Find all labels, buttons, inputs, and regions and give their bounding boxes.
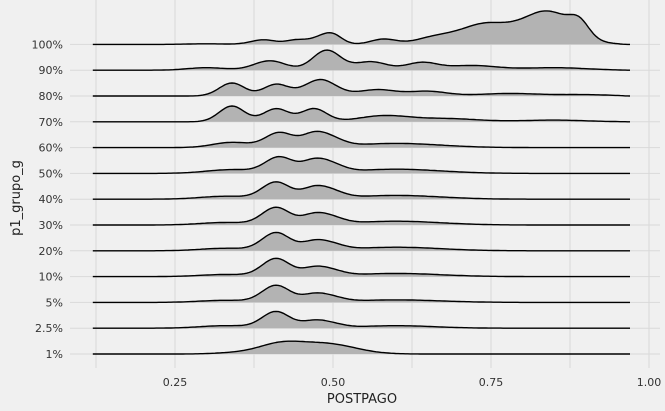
ridge-fill-80pct [92, 79, 631, 96]
y-tick-label: 90% [39, 64, 63, 77]
y-tick-label: 20% [39, 245, 63, 258]
x-tick-label: 0.50 [321, 376, 346, 389]
y-tick-label: 100% [32, 38, 63, 51]
y-tick-label: 5% [46, 296, 63, 309]
y-tick-label: 10% [39, 271, 63, 284]
x-tick-labels: 0.25 0.50 0.75 1.00 [163, 376, 662, 389]
y-tick-labels: 1% 2.5% 5% 10% 20% 30% 40% 50% 60% 70% 80% 90% 100% [32, 38, 63, 361]
ridge-line-50pct [92, 155, 630, 175]
x-axis-title: POSTPAGO [327, 392, 397, 407]
ridge-series [92, 10, 631, 355]
ridge-line-70pct [92, 105, 630, 123]
y-tick-label: 70% [39, 116, 63, 129]
ridge-line-60pct [92, 130, 630, 149]
ridge-fill-1pct [92, 341, 631, 354]
y-tick-label: 50% [39, 167, 63, 180]
ridge-fill-70pct [92, 106, 631, 122]
ridge-line-2-5pct [92, 310, 630, 329]
x-tick-label: 0.25 [163, 376, 188, 389]
ridge-line-30pct [92, 206, 630, 226]
y-tick-label: 60% [39, 142, 63, 155]
x-tick-label: 1.00 [637, 376, 662, 389]
ridge-line-40pct [92, 181, 630, 200]
ridge-fill-100pct [92, 10, 631, 45]
y-tick-label: 80% [39, 90, 63, 103]
y-tick-label: 30% [39, 219, 63, 232]
ridge-line-1pct [92, 340, 630, 355]
ridge-fill-90pct [92, 50, 631, 71]
ridge-line-90pct [92, 49, 630, 71]
ridge-fill-60pct [92, 131, 631, 148]
ridge-line-20pct [92, 231, 630, 252]
x-tick-label: 0.75 [479, 376, 504, 389]
ridge-line-80pct [92, 78, 631, 97]
y-tick-label: 1% [46, 348, 63, 361]
y-tick-label: 40% [39, 193, 63, 206]
y-tick-label: 2.5% [35, 322, 63, 335]
ridge-line-10pct [92, 257, 630, 278]
y-axis-title: p1_grupo_g [9, 160, 24, 236]
ridge-line-5pct [92, 284, 630, 304]
ridge-line-100pct [92, 10, 630, 46]
